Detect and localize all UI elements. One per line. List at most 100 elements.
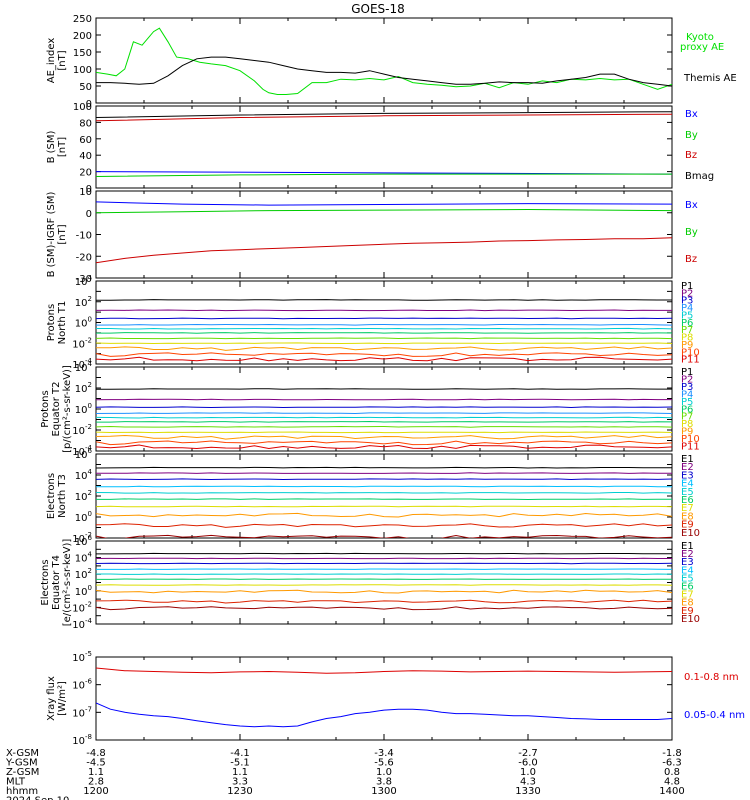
series-line-bigrf-0	[96, 201, 672, 206]
legend-ee-E3: E3	[681, 557, 694, 568]
y-tick-label-pn: 104	[75, 274, 93, 288]
legend-pe-P11: P11	[681, 442, 700, 453]
legend-ee-E5: E5	[681, 573, 694, 584]
y-axis-label-bsm: B (SM)	[46, 130, 57, 163]
legend-pe-P8: P8	[681, 419, 693, 430]
legend-pn-P6: P6	[681, 318, 693, 329]
legend-en-E6: E6	[681, 495, 694, 506]
y-tick-label-bigrf: 0	[86, 209, 92, 220]
legend-bsm-bmag: Bmag	[685, 171, 714, 182]
legend-en-E10: E10	[681, 528, 700, 539]
legend-ae-proxy: proxy AE	[680, 42, 724, 53]
channel-line-pn-P8	[96, 342, 672, 345]
y-tick-label-en: 100	[75, 510, 92, 524]
x-row-label: Z-GSM	[6, 767, 39, 778]
x-row-value: 1.0	[376, 767, 392, 778]
legend-pn-P4: P4	[681, 303, 693, 314]
y-tick-label-bigrf: 10	[79, 187, 92, 198]
channel-line-ee-E8	[96, 589, 672, 594]
y-axis-label-pn: North T1	[57, 301, 68, 345]
y-axis-label-en: Electrons	[46, 473, 57, 519]
x-row-value: 1330	[515, 786, 540, 797]
legend-pe-P6: P6	[681, 404, 693, 415]
channel-line-pn-P7	[96, 337, 672, 340]
y-axis-label-xray: Xray flux	[46, 676, 57, 721]
legend-ee-E6: E6	[681, 582, 694, 593]
data-layer-xray	[96, 667, 672, 728]
legend-pe-P10: P10	[681, 434, 700, 445]
legend-ee-E8: E8	[681, 598, 694, 609]
legend-en-E1: E1	[681, 454, 694, 465]
legend-bigrf-bz: Bz	[685, 254, 697, 265]
channel-line-pe-P9	[96, 434, 672, 440]
channel-line-pn-P2	[96, 309, 672, 312]
x-row-value: -4.8	[86, 748, 106, 759]
y-tick-label-xray: 10-8	[72, 733, 92, 747]
channel-line-pe-P8	[96, 431, 672, 434]
legend-ae-themis: Themis AE	[683, 73, 737, 84]
channel-line-en-E7	[96, 505, 672, 508]
y-axis-label-ae: AE_index	[46, 38, 57, 84]
channel-line-pe-P7	[96, 425, 672, 428]
y-tick-label-en: 106	[75, 447, 93, 461]
y-tick-label-bigrf: -10	[76, 231, 92, 242]
data-layer-ee	[96, 552, 672, 611]
legend-en-E8: E8	[681, 511, 694, 522]
y-axis-label-ee: Equator T4	[51, 555, 62, 610]
x-row-value: 1230	[227, 786, 252, 797]
x-row-value: 1300	[371, 786, 396, 797]
panel-frame-en	[95, 453, 673, 539]
x-row-value: 1200	[83, 786, 108, 797]
y-tick-label-ae: 100	[73, 65, 92, 76]
x-row-value: 1.1	[88, 767, 104, 778]
x-row-label: MLT	[6, 777, 26, 788]
channel-line-pe-P10	[96, 440, 672, 446]
channel-line-pe-P4	[96, 412, 672, 415]
y-tick-label-ee: 10-4	[72, 617, 92, 631]
legend-pe-P7: P7	[681, 412, 693, 423]
legend-pn-P9: P9	[681, 340, 693, 351]
y-tick-label-pn: 100	[75, 316, 92, 330]
x-row-value: 3.8	[376, 777, 392, 788]
series-line-xray-0	[96, 667, 672, 674]
channel-line-en-E8	[96, 512, 672, 518]
legend-bsm-by: By	[685, 130, 698, 141]
x-row-value: 1.1	[232, 767, 248, 778]
x-row-value: -5.1	[230, 758, 250, 769]
x-row-value: -4.5	[86, 758, 106, 769]
y-axis-label-pe: [p/(cm²-s-sr-keV)]	[62, 365, 73, 453]
x-row-value: 4.8	[664, 777, 680, 788]
x-row-value: -3.4	[374, 748, 394, 759]
data-layer-en	[96, 466, 672, 538]
legend-ee-E1: E1	[681, 541, 694, 552]
y-tick-label-ae: 0	[86, 99, 92, 110]
legend-pn-P5: P5	[681, 310, 693, 321]
channel-line-ee-E9	[96, 599, 672, 604]
x-row-value: 4.3	[520, 777, 536, 788]
y-tick-label-ae: 150	[73, 48, 92, 59]
y-tick-label-ee: 102	[75, 567, 92, 581]
data-layer-bigrf	[96, 201, 672, 264]
y-tick-label-xray: 10-5	[72, 650, 92, 664]
legend-ee-E2: E2	[681, 549, 694, 560]
x-row-label: Y-GSM	[5, 758, 38, 769]
channel-line-en-E9	[96, 523, 672, 528]
channel-line-pe-P3	[96, 406, 672, 409]
channel-line-ee-E10	[96, 606, 672, 611]
legend-xray-long: 0.1-0.8 nm	[684, 672, 739, 683]
y-tick-label-ee: 106	[75, 534, 93, 548]
channel-line-pe-P11	[96, 444, 672, 450]
legend-ee-E9: E9	[681, 606, 694, 617]
y-axis-label-ee: [e/(cm²-s-sr-keV)]	[62, 539, 73, 627]
y-axis-label-bigrf: B (SM)-IGRF (SM)	[46, 192, 57, 278]
y-axis-label-ae: [nT]	[57, 50, 68, 70]
y-axis-label-pn: Protons	[46, 304, 57, 341]
legend-ee-E4: E4	[681, 565, 694, 576]
y-axis-label-xray: [W/m²]	[57, 681, 68, 716]
legend-pe-P4: P4	[681, 389, 693, 400]
legend-en-E2: E2	[681, 462, 694, 473]
y-tick-label-bsm: 100	[73, 102, 92, 113]
panel-xray: 10-8 10-7 10-6 10-5 Xray flux [W/m²]	[46, 650, 673, 747]
